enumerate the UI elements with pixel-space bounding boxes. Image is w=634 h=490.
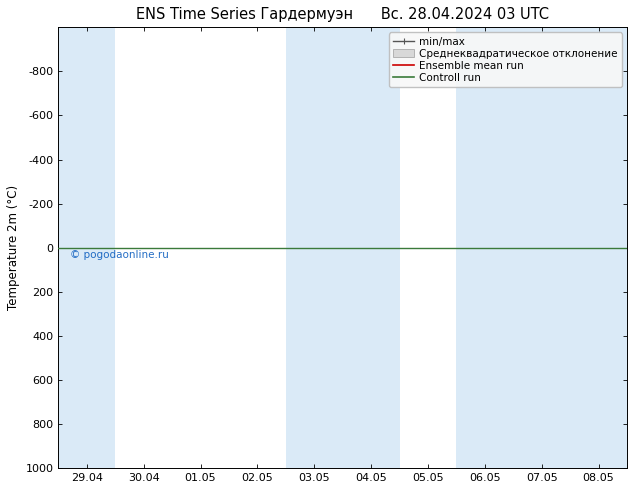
Y-axis label: Temperature 2m (°C): Temperature 2m (°C) [7, 185, 20, 310]
Legend: min/max, Среднеквадратическое отклонение, Ensemble mean run, Controll run: min/max, Среднеквадратическое отклонение… [389, 32, 622, 87]
Bar [286, 27, 399, 468]
Text: © pogodaonline.ru: © pogodaonline.ru [70, 250, 169, 260]
Bar [58, 27, 115, 468]
Title: ENS Time Series Гардермуэн      Вс. 28.04.2024 03 UTC: ENS Time Series Гардермуэн Вс. 28.04.202… [136, 7, 549, 22]
Bar [456, 27, 627, 468]
